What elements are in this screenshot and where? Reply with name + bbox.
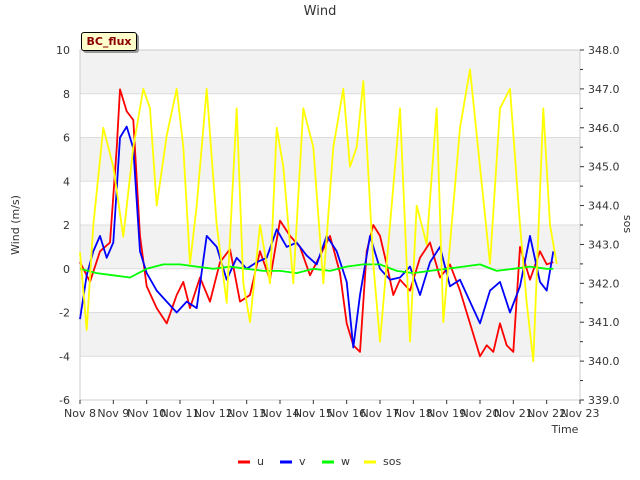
- x-tick-label: Nov 10: [127, 407, 166, 420]
- x-tick-label: Nov 14: [261, 407, 300, 420]
- y-left-tick-label: 10: [56, 44, 70, 57]
- background-band: [80, 312, 580, 357]
- y-left-tick-label: -4: [59, 350, 70, 363]
- y-right-tick-label: 341.0: [588, 316, 620, 329]
- y-right-tick-label: 339.0: [588, 394, 620, 407]
- x-tick-label: Nov 17: [361, 407, 400, 420]
- series-line-sos: [79, 68, 558, 363]
- y-axis-right-label: sos: [621, 215, 634, 233]
- x-tick-label: Nov 23: [561, 407, 600, 420]
- y-right-tick-label: 347.0: [588, 83, 620, 96]
- y-left-tick-label: -2: [59, 307, 70, 320]
- y-left-tick-label: 6: [63, 132, 70, 145]
- y-left-tick-label: 4: [63, 175, 70, 188]
- series-layer: [79, 68, 558, 363]
- y-left-tick-label: 8: [63, 88, 70, 101]
- x-tick-label: Nov 19: [427, 407, 466, 420]
- y-left-tick-label: -6: [59, 394, 70, 407]
- legend-label-sos: sos: [383, 455, 401, 468]
- x-tick-label: Nov 11: [161, 407, 200, 420]
- x-axis-label: Time: [551, 423, 579, 436]
- x-tick-label: Nov 9: [97, 407, 129, 420]
- x-tick-label: Nov 22: [527, 407, 566, 420]
- y-right-tick-label: 342.0: [588, 277, 620, 290]
- site-label-badge: BC_flux: [81, 32, 137, 51]
- x-tick-label: Nov 21: [494, 407, 533, 420]
- chart-title: Wind: [304, 4, 337, 19]
- legend-label-u: u: [257, 455, 264, 468]
- series-line-v: [79, 125, 555, 349]
- y-right-tick-label: 348.0: [588, 44, 620, 57]
- y-right-tick-label: 343.0: [588, 238, 620, 251]
- legend: u v w sos: [238, 455, 401, 468]
- x-tick-label: Nov 20: [461, 407, 500, 420]
- left-axis-ticks: -6 -4 -2 0 2 4 6 8 10: [56, 44, 70, 407]
- background-band: [80, 225, 580, 269]
- series-line-u: [79, 88, 554, 358]
- background-band: [80, 50, 580, 94]
- x-tick-label: Nov 12: [194, 407, 233, 420]
- y-left-tick-label: 0: [63, 263, 70, 276]
- y-left-tick-label: 2: [63, 219, 70, 232]
- x-tick-label: Nov 18: [394, 407, 433, 420]
- x-tick-label: Nov 15: [294, 407, 333, 420]
- y-right-tick-label: 345.0: [588, 161, 620, 174]
- y-right-tick-label: 344.0: [588, 200, 620, 213]
- x-tick-label: Nov 8: [64, 407, 96, 420]
- x-tick-label: Nov 16: [327, 407, 366, 420]
- y-right-tick-label: 340.0: [588, 355, 620, 368]
- legend-label-v: v: [299, 455, 306, 468]
- right-axis-ticks: 339.0 340.0 341.0 342.0 343.0 344.0 345.0 346.0…: [580, 44, 620, 407]
- x-tick-label: Nov 13: [227, 407, 266, 420]
- y-axis-left-label: Wind (m/s): [9, 195, 22, 255]
- legend-label-w: w: [341, 455, 350, 468]
- y-right-tick-label: 346.0: [588, 122, 620, 135]
